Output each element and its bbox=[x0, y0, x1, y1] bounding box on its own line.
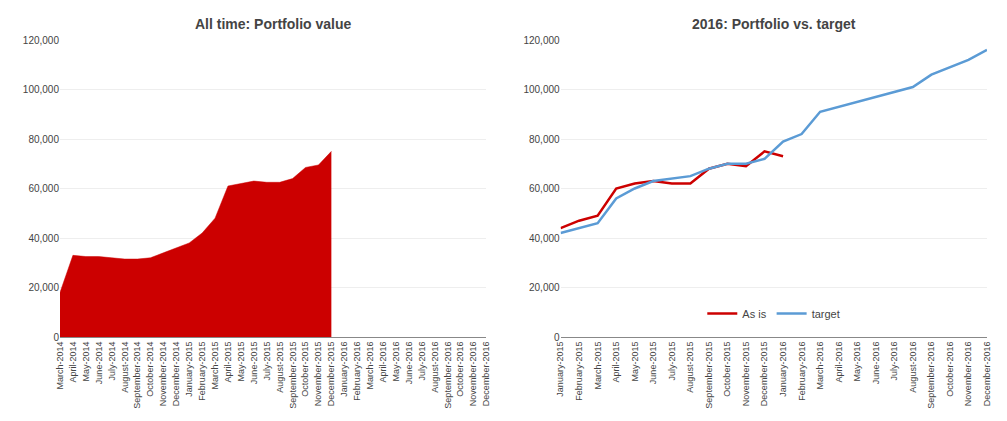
svg-text:May-2015: May-2015 bbox=[236, 342, 246, 382]
svg-text:100,000: 100,000 bbox=[523, 84, 560, 95]
svg-text:June-2014: June-2014 bbox=[94, 342, 104, 385]
svg-text:120,000: 120,000 bbox=[523, 35, 560, 46]
svg-text:February-2015: February-2015 bbox=[197, 342, 207, 401]
svg-text:0: 0 bbox=[554, 332, 560, 343]
svg-text:20,000: 20,000 bbox=[28, 282, 59, 293]
svg-text:May-2016: May-2016 bbox=[852, 342, 862, 382]
svg-text:November-2015: November-2015 bbox=[741, 342, 751, 407]
svg-text:December-2016: December-2016 bbox=[481, 342, 491, 407]
svg-text:April-2014: April-2014 bbox=[68, 342, 78, 383]
svg-text:60,000: 60,000 bbox=[529, 183, 560, 194]
svg-text:June-2015: June-2015 bbox=[249, 342, 259, 385]
svg-text:December-2015: December-2015 bbox=[759, 342, 769, 407]
svg-text:August-2016: August-2016 bbox=[430, 342, 440, 393]
svg-text:August-2014: August-2014 bbox=[120, 342, 130, 393]
svg-text:July-2014: July-2014 bbox=[107, 342, 117, 381]
svg-text:November-2015: November-2015 bbox=[313, 342, 323, 407]
svg-text:All time: Portfolio value: All time: Portfolio value bbox=[195, 16, 352, 32]
svg-text:October-2015: October-2015 bbox=[722, 342, 732, 397]
svg-text:October-2014: October-2014 bbox=[145, 342, 155, 397]
svg-text:January-2016: January-2016 bbox=[339, 342, 349, 397]
svg-text:60,000: 60,000 bbox=[28, 183, 59, 194]
svg-text:May-2014: May-2014 bbox=[81, 342, 91, 382]
svg-text:June-2016: June-2016 bbox=[871, 342, 881, 385]
svg-text:November-2014: November-2014 bbox=[158, 342, 168, 407]
svg-text:100,000: 100,000 bbox=[23, 84, 60, 95]
svg-text:December-2015: December-2015 bbox=[326, 342, 336, 407]
svg-text:December-2016: December-2016 bbox=[982, 342, 992, 407]
svg-text:April-2016: April-2016 bbox=[834, 342, 844, 383]
svg-text:November-2016: November-2016 bbox=[468, 342, 478, 407]
svg-text:0: 0 bbox=[53, 332, 59, 343]
svg-text:August-2016: August-2016 bbox=[908, 342, 918, 393]
svg-text:March-2016: March-2016 bbox=[365, 342, 375, 390]
svg-text:2016: Portfolio vs. target: 2016: Portfolio vs. target bbox=[692, 16, 856, 32]
svg-text:February-2015: February-2015 bbox=[574, 342, 584, 401]
svg-text:March-2014: March-2014 bbox=[55, 342, 65, 390]
svg-text:target: target bbox=[812, 308, 840, 320]
svg-text:September-2015: September-2015 bbox=[704, 342, 714, 409]
svg-text:December-2014: December-2014 bbox=[171, 342, 181, 407]
svg-text:August-2015: August-2015 bbox=[685, 342, 695, 393]
svg-text:40,000: 40,000 bbox=[28, 233, 59, 244]
svg-text:May-2016: May-2016 bbox=[391, 342, 401, 382]
svg-text:January-2016: January-2016 bbox=[778, 342, 788, 397]
svg-text:July-2016: July-2016 bbox=[889, 342, 899, 381]
svg-text:April-2015: April-2015 bbox=[611, 342, 621, 383]
svg-text:April-2015: April-2015 bbox=[223, 342, 233, 383]
svg-text:June-2015: June-2015 bbox=[648, 342, 658, 385]
svg-text:July-2016: July-2016 bbox=[417, 342, 427, 381]
svg-text:May-2015: May-2015 bbox=[630, 342, 640, 382]
svg-text:80,000: 80,000 bbox=[529, 134, 560, 145]
svg-text:March-2015: March-2015 bbox=[210, 342, 220, 390]
svg-text:September-2016: September-2016 bbox=[443, 342, 453, 409]
svg-text:November-2016: November-2016 bbox=[963, 342, 973, 407]
svg-text:March-2016: March-2016 bbox=[815, 342, 825, 390]
svg-text:April-2016: April-2016 bbox=[378, 342, 388, 383]
svg-text:January-2015: January-2015 bbox=[556, 342, 566, 397]
svg-text:40,000: 40,000 bbox=[529, 233, 560, 244]
svg-text:February-2016: February-2016 bbox=[797, 342, 807, 401]
svg-text:As is: As is bbox=[742, 308, 766, 320]
svg-text:20,000: 20,000 bbox=[529, 282, 560, 293]
svg-text:September-2016: September-2016 bbox=[926, 342, 936, 409]
svg-text:March-2015: March-2015 bbox=[593, 342, 603, 390]
svg-text:January-2015: January-2015 bbox=[184, 342, 194, 397]
svg-text:September-2014: September-2014 bbox=[132, 342, 142, 409]
svg-text:October-2016: October-2016 bbox=[456, 342, 466, 397]
svg-text:June-2016: June-2016 bbox=[404, 342, 414, 385]
svg-text:July-2015: July-2015 bbox=[667, 342, 677, 381]
svg-text:July-2015: July-2015 bbox=[262, 342, 272, 381]
svg-text:September-2015: September-2015 bbox=[288, 342, 298, 409]
svg-text:October-2016: October-2016 bbox=[945, 342, 955, 397]
svg-text:120,000: 120,000 bbox=[23, 35, 60, 46]
svg-text:October-2015: October-2015 bbox=[300, 342, 310, 397]
svg-text:August-2015: August-2015 bbox=[275, 342, 285, 393]
svg-text:February-2016: February-2016 bbox=[352, 342, 362, 401]
svg-text:80,000: 80,000 bbox=[28, 134, 59, 145]
